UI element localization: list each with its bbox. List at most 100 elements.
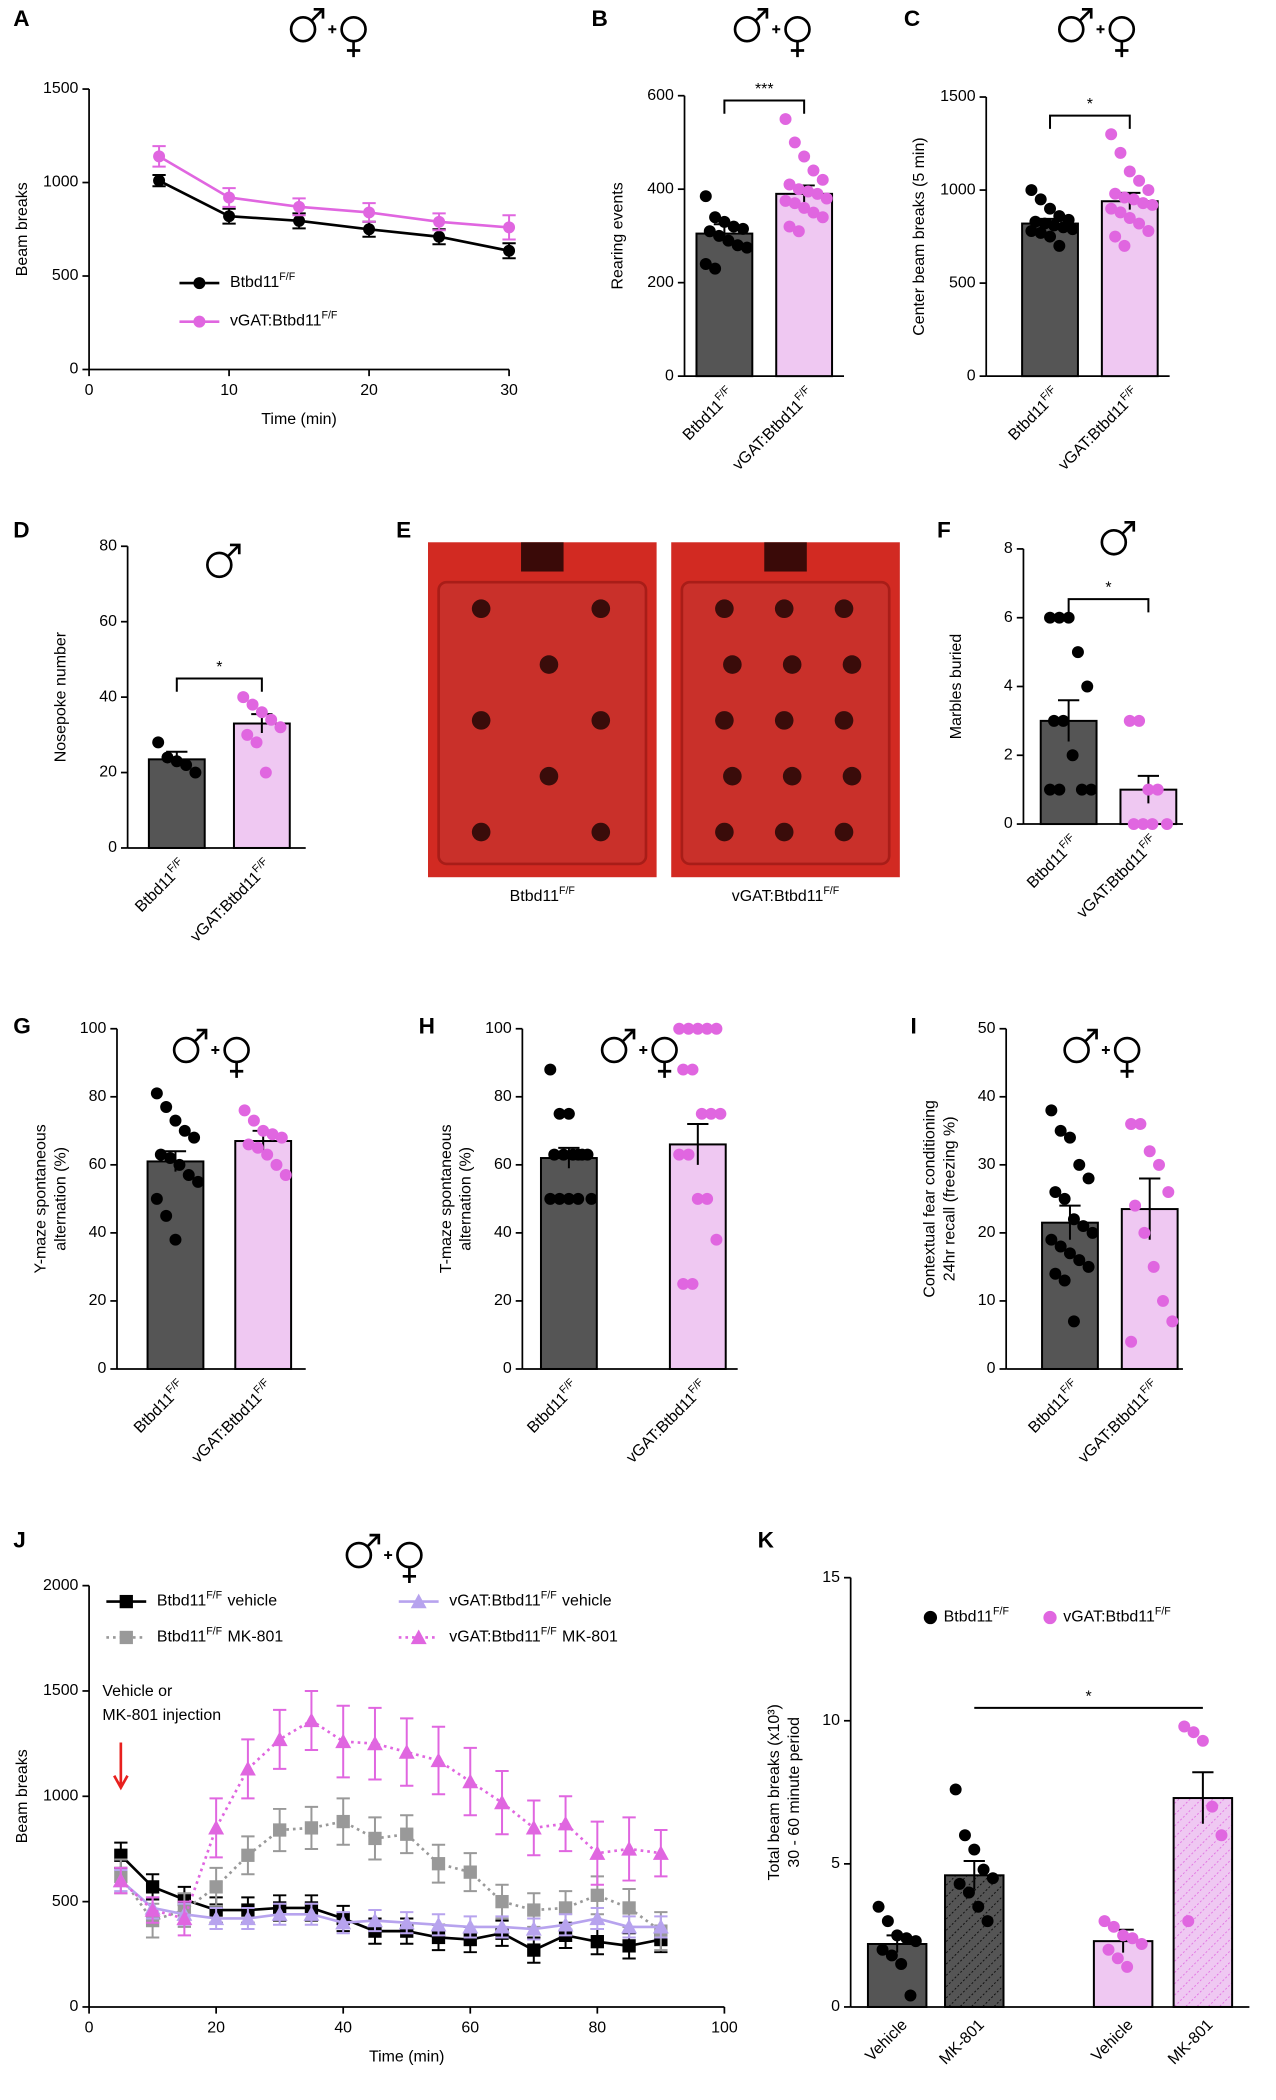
photo-marble: [782, 766, 802, 786]
legend-label-part: vGAT:Btbd11: [449, 1593, 541, 1610]
x-tick-label: Btbd11F/F: [1023, 1376, 1084, 1437]
legend-label-part: Btbd11: [944, 1609, 993, 1626]
panel-letter: B: [591, 6, 607, 31]
photo-marble: [471, 599, 491, 619]
marker: [433, 215, 446, 228]
data-point: [1044, 783, 1057, 796]
marker: [503, 221, 516, 234]
sex-symbol: [772, 25, 781, 34]
marker: [145, 1880, 160, 1894]
data-point: [1054, 1240, 1067, 1253]
data-point: [1166, 1315, 1179, 1328]
x-tick-label: Btbd11F/F: [1003, 383, 1064, 444]
marker: [335, 1914, 352, 1930]
y-tick-label: 60: [89, 1156, 107, 1173]
x-tick-label-part: Btbd11: [132, 869, 179, 916]
photo-lid: [521, 542, 564, 572]
legend-label: Btbd11F/F MK-801: [157, 1625, 284, 1645]
data-point: [816, 211, 829, 224]
data-point: [1063, 1131, 1076, 1144]
sex-symbol: [365, 1533, 381, 1549]
data-point: [274, 721, 287, 734]
photo-caption: Btbd11F/F: [510, 885, 576, 905]
data-point: [1105, 202, 1118, 215]
x-tick-label: vGAT:Btbd11F/F: [621, 1376, 712, 1467]
photo-marble: [774, 599, 794, 619]
y-tick-label: 4: [1004, 678, 1013, 695]
bar: [668, 1143, 727, 1370]
y-tick-label: 15: [822, 1569, 840, 1586]
marker: [503, 244, 516, 257]
legend-label-part: F/F: [322, 309, 338, 321]
legend-label-part: F/F: [993, 1605, 1009, 1617]
photo-caption-part: F/F: [823, 885, 839, 897]
x-tick-label-part: Vehicle: [1089, 2017, 1137, 2065]
data-point: [1109, 187, 1122, 200]
marker: [463, 1932, 477, 1947]
legend-marker: [1043, 1610, 1057, 1625]
sex-symbol: [600, 1036, 628, 1064]
data-point: [1044, 202, 1057, 215]
data-point: [1127, 818, 1140, 831]
x-tick-label: 20: [207, 2019, 225, 2036]
y-tick-label: 400: [647, 180, 674, 197]
y-axis-label: Y-maze spontaneous: [32, 1124, 49, 1273]
data-point: [695, 1107, 708, 1120]
data-point: [1182, 1915, 1195, 1928]
marker: [558, 1901, 573, 1915]
data-point: [1123, 165, 1136, 178]
data-point: [1045, 1233, 1058, 1246]
data-point: [682, 1148, 695, 1161]
photo-marble: [782, 655, 802, 674]
data-point: [160, 1101, 173, 1113]
panel-letter: F: [937, 518, 951, 543]
marker: [652, 1918, 669, 1934]
legend-marker: [119, 1594, 133, 1609]
data-point: [792, 183, 805, 196]
y-axis-label: alternation (%): [458, 1147, 475, 1251]
data-point: [691, 1192, 704, 1205]
y-tick-label: 1500: [940, 88, 976, 105]
y-tick-label: 2000: [43, 1577, 79, 1594]
data-point: [572, 1192, 585, 1205]
marker: [590, 1935, 604, 1949]
marker: [176, 1910, 193, 1926]
data-point: [710, 1233, 723, 1246]
data-point: [1153, 1158, 1165, 1171]
marker: [368, 1831, 382, 1846]
data-point: [1146, 198, 1159, 211]
legend-label-part: F/F: [1155, 1605, 1171, 1617]
legend-marker: [119, 1630, 133, 1645]
data-point: [247, 1114, 260, 1127]
x-tick-label: vGAT:Btbd11F/F: [1053, 383, 1144, 474]
data-point: [699, 257, 712, 270]
data-point: [265, 713, 278, 726]
data-point: [1034, 226, 1047, 239]
data-point: [1127, 193, 1140, 206]
data-point: [673, 1148, 686, 1161]
data-point: [557, 1148, 570, 1161]
bar: [146, 1160, 205, 1370]
data-point: [701, 1022, 714, 1035]
data-point: [178, 1124, 191, 1137]
sex-symbol: [229, 1061, 244, 1078]
data-point: [1025, 225, 1038, 237]
panel-letter: I: [910, 1013, 916, 1038]
photo-bedding: [437, 580, 648, 866]
marker: [525, 1921, 542, 1936]
x-tick-label-part: vGAT:Btbd11: [624, 1390, 701, 1467]
marker: [527, 1943, 541, 1957]
y-tick-label: 1000: [43, 1788, 79, 1805]
y-tick-label: 30: [978, 1156, 996, 1173]
sex-symbol: [1108, 15, 1136, 43]
data-point: [699, 190, 712, 203]
marker: [363, 206, 376, 219]
sex-symbol: [172, 1036, 200, 1064]
x-tick-label-part: vGAT:Btbd11: [188, 869, 265, 946]
marker: [112, 1872, 129, 1888]
marker: [366, 1912, 383, 1928]
y-tick-label: 40: [978, 1088, 996, 1105]
data-point: [259, 766, 272, 779]
x-tick-label: 10: [220, 382, 238, 399]
error-bar: [1139, 1177, 1161, 1240]
